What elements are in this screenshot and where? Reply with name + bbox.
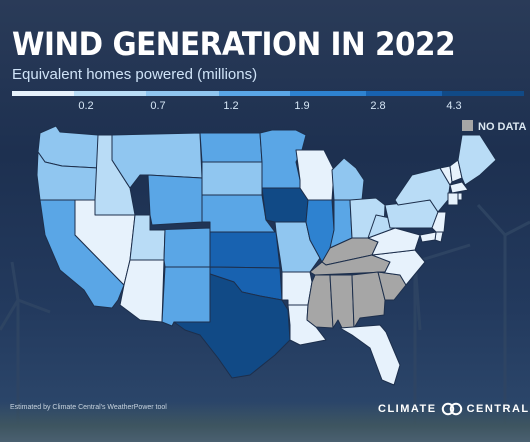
legend-tick-label: 0.7	[150, 100, 166, 112]
state-ar	[281, 271, 313, 306]
legend-tick-label: 4.3	[446, 100, 462, 112]
state-wa	[37, 125, 99, 169]
legend-tick-label: 1.9	[294, 100, 310, 112]
color-legend: 0.2 0.7 1.2 1.9 2.8 4.3	[12, 91, 524, 115]
state-nd	[199, 132, 263, 163]
state-me	[457, 134, 497, 186]
state-ks	[209, 231, 281, 269]
state-ct	[447, 192, 459, 206]
source-footnote: Estimated by Climate Central's WeatherPo…	[10, 404, 167, 411]
state-wy	[147, 174, 203, 226]
no-data-swatch	[462, 120, 473, 131]
state-nm	[161, 266, 211, 327]
state-sd	[201, 161, 263, 196]
chart-subtitle: Equivalent homes powered (millions)	[12, 66, 258, 83]
legend-tick-label: 0.2	[78, 100, 94, 112]
state-fl	[339, 324, 401, 386]
state-nc	[371, 249, 426, 286]
state-ia	[261, 187, 309, 223]
state-ma	[449, 181, 469, 194]
logo-text-left: CLIMATE	[378, 403, 437, 415]
state-ri	[457, 192, 463, 201]
no-data-legend: NO DATA	[462, 120, 526, 133]
state-tx	[173, 273, 291, 379]
logo-text-right: CENTRAL	[466, 403, 530, 415]
legend-swatch	[12, 91, 74, 96]
legend-swatch	[442, 91, 524, 96]
state-al	[329, 274, 355, 329]
chart-title: WIND GENERATION IN 2022	[12, 25, 456, 63]
legend-swatch	[219, 91, 290, 96]
climate-central-logo: CLIMATE CENTRAL	[378, 400, 530, 418]
state-pa	[384, 199, 439, 229]
legend-swatch	[74, 91, 146, 96]
legend-swatch	[146, 91, 219, 96]
state-md	[419, 231, 437, 243]
legend-swatch	[290, 91, 366, 96]
linked-circles-icon	[441, 402, 462, 416]
state-mi	[331, 157, 365, 201]
legend-swatch	[366, 91, 442, 96]
legend-tick-label: 2.8	[370, 100, 386, 112]
legend-tick-label: 1.2	[223, 100, 239, 112]
state-mn	[259, 129, 307, 189]
no-data-label: NO DATA	[478, 121, 527, 133]
